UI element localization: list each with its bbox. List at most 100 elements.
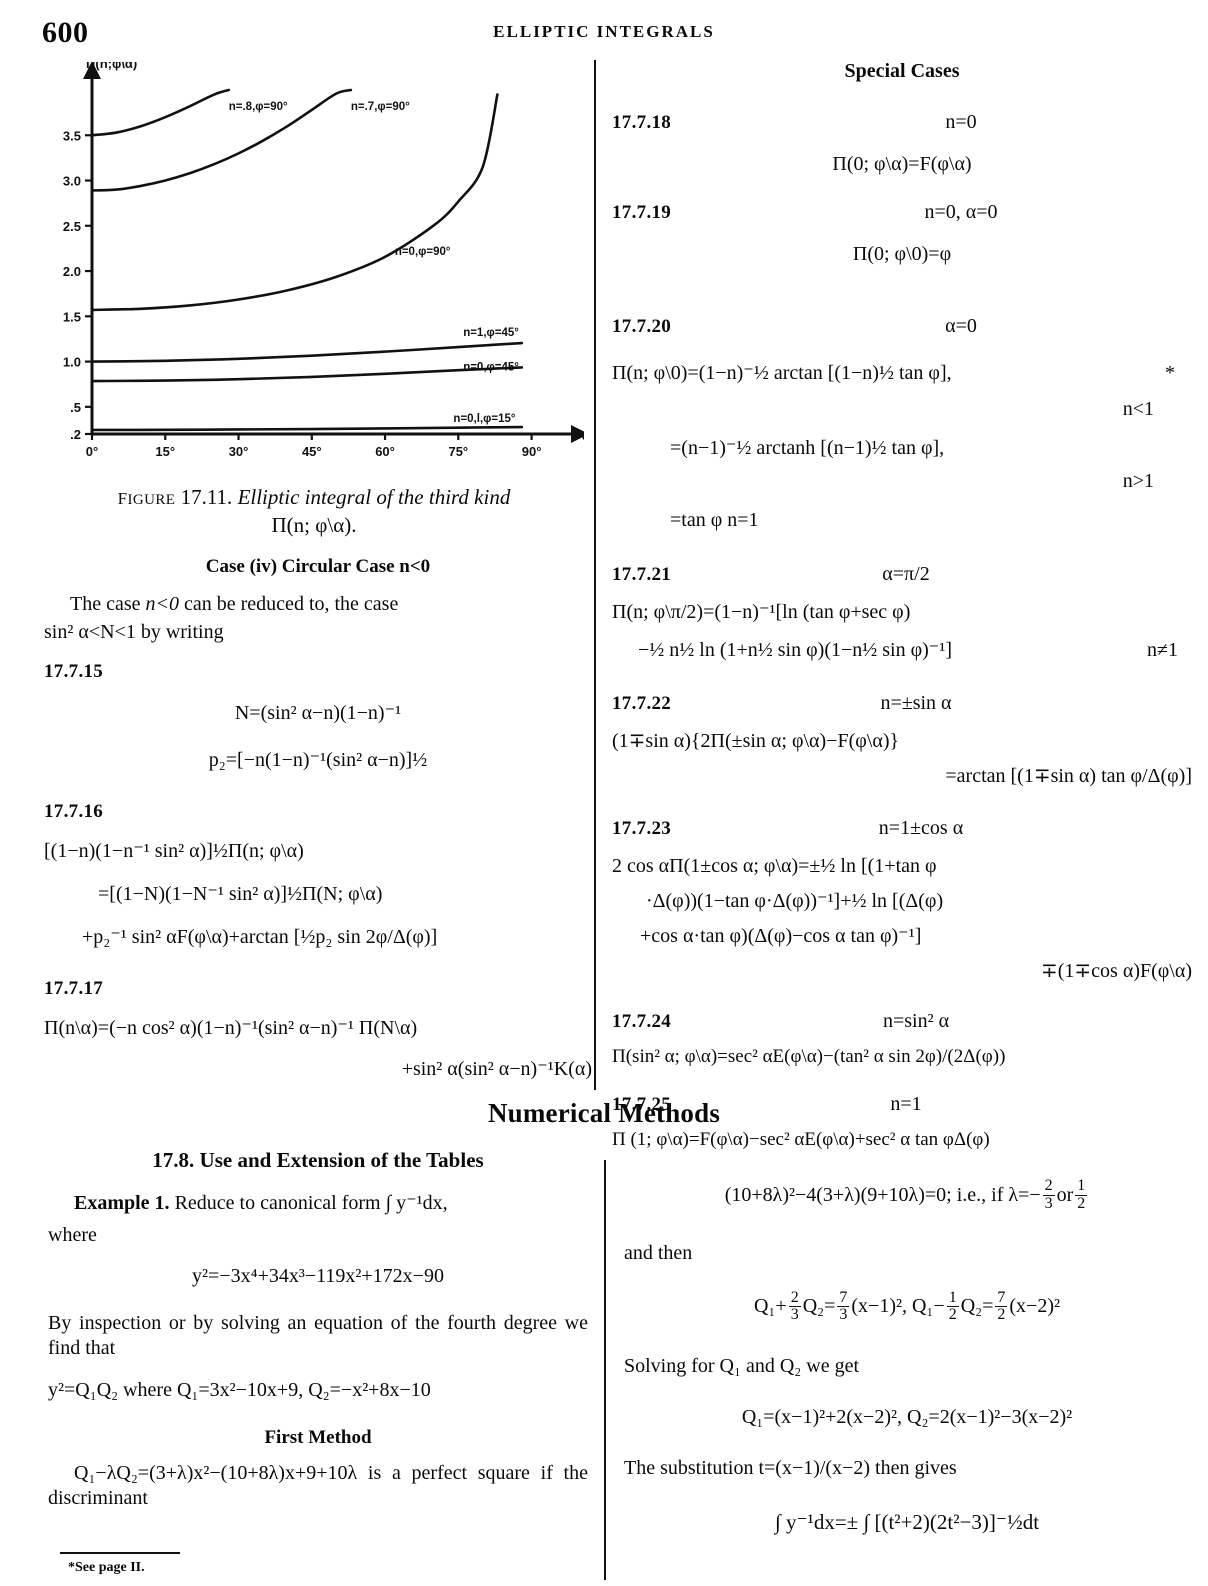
equation-17-7-20-cond2: n>1 — [1122, 470, 1154, 492]
equation-number-17-7-15: 17.7.15 — [44, 661, 104, 683]
equation-condition-17-7-23: n=1±cos α — [878, 817, 964, 839]
chart-svg: .2 .5 1.0 1.5 2.0 2.5 3.0 3.5 0° 15° 30° 45° 60° 75° 9… — [63, 56, 592, 459]
equation-17-7-21-cond: n≠1 — [1147, 639, 1178, 661]
svg-text:1.5: 1.5 — [63, 309, 81, 324]
svg-text:3.5: 3.5 — [63, 128, 81, 143]
figure-caption: FIGURE FIGURE 17.11. 17.11. Elliptic int… — [117, 485, 511, 537]
svg-text:90°: 90° — [522, 444, 542, 459]
equation-number-17-7-22: 17.7.22 — [612, 693, 672, 714]
svg-text:0°: 0° — [86, 444, 98, 459]
svg-text:n=.8,φ=90°: n=.8,φ=90° — [229, 101, 288, 113]
numerical-methods-heading: Numerical Methods — [487, 1098, 721, 1128]
equation-17-7-21-line2: −½ n½ ln (1+n½ sin φ)(1−n½ sin φ)⁻¹] — [638, 639, 953, 661]
example-1-label: Example 1. — [74, 1192, 170, 1214]
equation-block-17-7-22: 17.7.22 n=±sin α — [612, 686, 1192, 721]
svg-text:Π(n;φ\α): Π(n;φ\α) — [86, 62, 137, 71]
equation-block-17-7-18: 17.7.18 n=0 — [612, 105, 1192, 140]
equation-17-7-22-line2: =arctan [(1∓sin α) tan φ/Δ(φ)] — [945, 765, 1192, 787]
equation-17-7-18-line1: Π(0; φ\α)=F(φ\α) — [832, 153, 972, 175]
equation-block-17-7-25: 17.7.25 n=1 — [612, 1087, 1192, 1122]
eq-part-3: (x−1)², Q₁− — [851, 1295, 945, 1318]
column-divider-top — [594, 60, 596, 1090]
svg-text:α: α — [582, 427, 584, 444]
figure-caption-text: Elliptic integral of the third kind — [237, 485, 511, 509]
svg-text:n=0,l,φ=15°: n=0,l,φ=15° — [453, 413, 515, 425]
equation-17-7-15-line2: p₂=[−n(1−n)⁻¹(sin² α−n)]½ — [208, 749, 428, 772]
and-then-text: and then — [624, 1241, 693, 1264]
fraction-denominator: 2 — [1077, 1194, 1086, 1212]
equation-number-17-7-24: 17.7.24 — [612, 1011, 672, 1032]
svg-text:15°: 15° — [155, 444, 175, 459]
equation-17-7-21-row2: −½ n½ ln (1+n½ sin φ)(1−n½ sin φ)⁻¹] n≠1 — [612, 633, 1192, 668]
equation-17-7-25-line1: Π (1; φ\α)=F(φ\α)−sec² αE(φ\α)+sec² α ta… — [612, 1128, 990, 1150]
running-title: ELLIPTIC INTEGRALS — [493, 22, 715, 41]
equation-17-7-20-line3: =tan φ n=1 — [670, 509, 759, 531]
column-divider-bottom — [604, 1160, 606, 1580]
equation-17-7-23-line2: ·Δ(φ))(1−tan φ·Δ(φ))⁻¹]+½ ln [(Δ(φ) — [646, 890, 944, 912]
equation-condition-17-7-21: α=π/2 — [882, 563, 930, 585]
section-17-8-heading: 17.8. Use and Extension of the Tables — [152, 1148, 484, 1172]
figure-17-11-chart: .2 .5 1.0 1.5 2.0 2.5 3.0 3.5 0° 15° 30° 45° 60° 75° 9… — [44, 56, 592, 474]
page-number: 600 — [42, 16, 89, 49]
equation-17-7-16-line3: +p₂⁻¹ sin² αF(φ\α)+arctan [½p₂ sin 2φ/Δ(… — [82, 926, 438, 949]
equation-condition-17-7-24: n=sin² α — [882, 1010, 950, 1032]
equation-17-7-16-line2: =[(1−N)(1−N⁻¹ sin² α)]½Π(N; φ\α) — [98, 883, 383, 906]
svg-text:n=1,φ=45°: n=1,φ=45° — [463, 327, 519, 339]
equation-17-7-19-line1: Π(0; φ\0)=φ — [852, 243, 952, 265]
para-text-a: The case — [70, 593, 146, 615]
svg-text:n=0,φ=90°: n=0,φ=90° — [395, 246, 451, 258]
equation-17-7-24-line1: Π(sin² α; φ\α)=sec² αE(φ\α)−(tan² α sin … — [612, 1046, 1006, 1067]
svg-text:.2: .2 — [70, 427, 81, 442]
solving-for-text: Solving for Q₁ and Q₂ we get — [624, 1355, 860, 1378]
equation-number-17-7-23: 17.7.23 — [612, 818, 672, 839]
equation-condition-17-7-20: α=0 — [945, 315, 977, 337]
fraction-denominator: 3 — [839, 1306, 848, 1324]
fraction-numerator: 7 — [995, 1288, 1008, 1308]
svg-text:75°: 75° — [448, 444, 468, 459]
svg-text:2.5: 2.5 — [63, 219, 81, 234]
svg-text:60°: 60° — [375, 444, 395, 459]
fraction-numerator: 2 — [1042, 1177, 1055, 1196]
left-column-upper: Case (iv) Circular Case n<0 The case n<0… — [44, 556, 592, 1087]
svg-text:.5: .5 — [70, 400, 81, 415]
equation-block-17-7-19: 17.7.19 n=0, α=0 — [612, 195, 1192, 230]
equation-discriminant-or: or — [1056, 1183, 1074, 1206]
equation-17-7-20-line2: =(n−1)⁻½ arctanh [(n−1)½ tan φ], — [670, 437, 945, 459]
eq-part-4: Q₂= — [960, 1295, 994, 1318]
equation-block-17-7-23: 17.7.23 n=1±cos α — [612, 811, 1192, 846]
equation-17-7-23-line3: +cos α·tan φ)(Δ(φ)−cos α tan φ)⁻¹] — [640, 925, 922, 947]
equation-block-17-7-20: 17.7.20 α=0 — [612, 309, 1192, 344]
equation-17-7-20-row1: Π(n; φ\0)=(1−n)⁻½ arctan [(1−n)½ tan φ],… — [612, 356, 1192, 391]
example-1-paragraph: Example 1. Reduce to canonical form ∫ y⁻… — [48, 1191, 588, 1217]
substitution-text: The substitution t=(x−1)/(x−2) then give… — [624, 1457, 957, 1480]
example-1-text: Reduce to canonical form ∫ y⁻¹dx, — [174, 1192, 448, 1214]
equation-number-17-7-25: 17.7.25 — [612, 1093, 672, 1115]
equation-condition-17-7-18: n=0 — [945, 111, 977, 133]
fraction-numerator: 7 — [837, 1288, 850, 1308]
svg-text:2.0: 2.0 — [63, 264, 81, 279]
equation-condition-17-7-22: n=±sin α — [880, 692, 952, 714]
numerical-methods-left: 17.8. Use and Extension of the Tables Ex… — [48, 1148, 588, 1522]
equation-condition-17-7-25: n=1 — [890, 1092, 922, 1115]
equation-17-7-15-line1: N=(sin² α−n)(1−n)⁻¹ — [234, 702, 402, 725]
svg-text:n=0,φ=45°: n=0,φ=45° — [463, 362, 519, 374]
equation-final-integral: ∫ y⁻¹dx=± ∫ [(t²+2)(2t²−3)]⁻½dt — [774, 1510, 1040, 1535]
equation-condition-17-7-19: n=0, α=0 — [924, 201, 998, 223]
first-method-heading: First Method — [264, 1426, 372, 1448]
equation-number-17-7-17: 17.7.17 — [44, 978, 104, 1000]
svg-text:45°: 45° — [302, 444, 322, 459]
equation-17-7-20-cond1: n<1 — [1122, 398, 1154, 420]
fraction-denominator: 3 — [790, 1306, 799, 1324]
equation-y-squared-factored: y²=Q₁Q₂ where Q₁=3x²−10x+9, Q₂=−x²+8x−10 — [48, 1378, 431, 1401]
eq-part-1: Q₁+ — [753, 1295, 787, 1318]
special-cases-heading: Special Cases — [844, 60, 960, 82]
paragraph-by-inspection: By inspection or by solving an equation … — [48, 1311, 588, 1360]
equation-block-17-7-24: 17.7.24 n=sin² α — [612, 1004, 1192, 1039]
numerical-methods-right: (10+8λ)²−4(3+λ)(9+10λ)=0; i.e., if λ=− 2 3… — [624, 1168, 1190, 1541]
equation-number-17-7-19: 17.7.19 — [612, 202, 672, 223]
case-iv-heading: Case (iv) Circular Case n<0 — [205, 556, 431, 577]
